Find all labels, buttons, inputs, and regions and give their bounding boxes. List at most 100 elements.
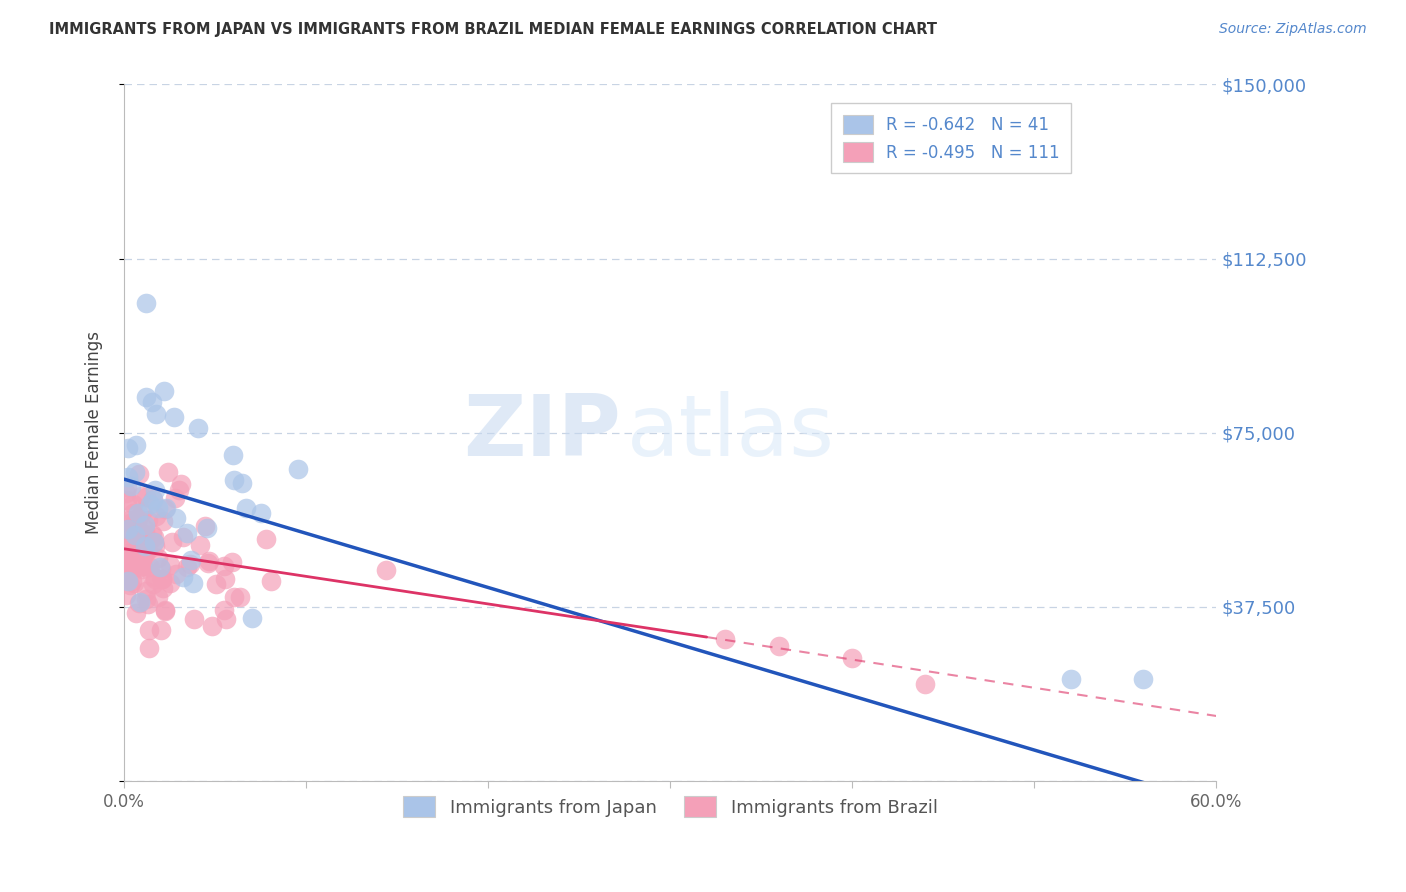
Point: [214, 572, 236, 586]
Point: [181, 575, 204, 590]
Point: [115, 480, 138, 494]
Point: [136, 543, 159, 558]
Text: atlas: atlas: [627, 392, 835, 475]
Point: [249, 506, 271, 520]
Point: [131, 562, 153, 576]
Point: [115, 545, 138, 559]
Point: [115, 563, 138, 577]
Point: [152, 581, 174, 595]
Point: [163, 409, 186, 424]
Point: [142, 530, 165, 544]
Point: [131, 543, 153, 558]
Point: [125, 438, 148, 452]
Point: [124, 466, 146, 480]
Point: [117, 441, 139, 455]
Point: [127, 511, 149, 525]
Point: [150, 572, 173, 586]
Point: [124, 527, 146, 541]
Point: [115, 558, 138, 572]
Point: [159, 576, 181, 591]
Point: [128, 595, 150, 609]
Point: [117, 574, 139, 589]
Point: [143, 483, 166, 498]
Point: [121, 574, 143, 588]
Point: [118, 513, 141, 527]
Point: [149, 560, 172, 574]
Point: [135, 390, 157, 404]
Point: [117, 493, 139, 508]
Point: [124, 557, 146, 571]
Point: [131, 489, 153, 503]
Point: [122, 506, 145, 520]
Text: Source: ZipAtlas.com: Source: ZipAtlas.com: [1219, 22, 1367, 37]
Point: [195, 520, 218, 534]
Point: [122, 517, 145, 532]
Point: [115, 566, 138, 580]
Point: [221, 555, 243, 569]
Point: [141, 526, 163, 541]
Point: [176, 526, 198, 541]
Point: [136, 513, 159, 527]
Point: [121, 555, 143, 569]
Point: [122, 532, 145, 546]
Point: [187, 421, 209, 435]
Point: [139, 497, 162, 511]
Point: [205, 577, 228, 591]
Point: [134, 539, 156, 553]
Point: [240, 611, 263, 625]
Point: [153, 502, 176, 516]
Point: [179, 558, 201, 572]
Point: [1059, 672, 1081, 686]
Point: [134, 522, 156, 536]
Point: [165, 511, 187, 525]
Point: [914, 677, 936, 691]
Point: [193, 518, 215, 533]
Point: [146, 550, 169, 565]
Point: [142, 577, 165, 591]
Point: [136, 597, 159, 611]
Point: [122, 544, 145, 558]
Point: [153, 384, 176, 398]
Point: [149, 623, 172, 637]
Point: [180, 553, 202, 567]
Point: [148, 591, 170, 605]
Point: [115, 530, 138, 544]
Point: [153, 604, 176, 618]
Point: [172, 570, 194, 584]
Point: [128, 596, 150, 610]
Point: [115, 550, 138, 565]
Point: [229, 590, 252, 604]
Legend: Immigrants from Japan, Immigrants from Brazil: Immigrants from Japan, Immigrants from B…: [395, 789, 945, 824]
Point: [127, 525, 149, 540]
Point: [224, 590, 246, 604]
Point: [143, 535, 166, 549]
Point: [131, 505, 153, 519]
Point: [160, 534, 183, 549]
Point: [152, 514, 174, 528]
Point: [287, 461, 309, 475]
Point: [118, 553, 141, 567]
Point: [143, 572, 166, 586]
Point: [117, 470, 139, 484]
Point: [260, 574, 283, 588]
Point: [170, 477, 193, 491]
Point: [841, 651, 863, 665]
Point: [212, 603, 235, 617]
Point: [143, 539, 166, 553]
Point: [222, 448, 245, 462]
Point: [222, 473, 245, 487]
Point: [120, 479, 142, 493]
Point: [155, 603, 177, 617]
Point: [198, 554, 221, 568]
Point: [132, 559, 155, 574]
Point: [714, 632, 737, 647]
Point: [374, 563, 396, 577]
Point: [167, 483, 190, 498]
Point: [141, 394, 163, 409]
Point: [135, 591, 157, 606]
Point: [235, 500, 257, 515]
Point: [197, 556, 219, 570]
Point: [138, 641, 160, 656]
Point: [183, 612, 205, 626]
Point: [231, 475, 253, 490]
